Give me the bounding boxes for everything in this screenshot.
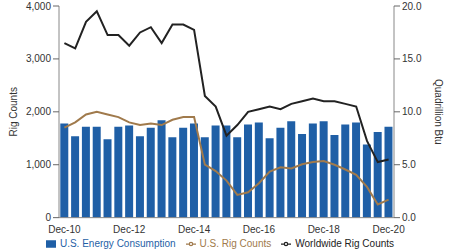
svg-text:Rig Counts: Rig Counts: [8, 87, 19, 136]
svg-text:4,000: 4,000: [26, 1, 51, 12]
svg-text:Dec-16: Dec-16: [243, 224, 276, 235]
svg-text:15.0: 15.0: [402, 53, 422, 64]
svg-text:5.0: 5.0: [402, 159, 416, 170]
svg-text:Dec-12: Dec-12: [113, 224, 146, 235]
svg-text:Dec-18: Dec-18: [308, 224, 341, 235]
svg-text:20.0: 20.0: [402, 1, 422, 12]
svg-text:3,000: 3,000: [26, 53, 51, 64]
svg-text:10.0: 10.0: [402, 106, 422, 117]
svg-text:Dec-14: Dec-14: [178, 224, 211, 235]
svg-text:0: 0: [45, 212, 51, 223]
html-text:Worldwide Rig Counts: Worldwide Rig Counts: [295, 237, 394, 249]
svg-text:1,000: 1,000: [26, 159, 51, 170]
svg-text:2,000: 2,000: [26, 106, 51, 117]
svg-text:Dec-20: Dec-20: [372, 224, 405, 235]
html-text:U.S. Rig Counts: U.S. Rig Counts: [199, 237, 272, 249]
svg-text:Dec-10: Dec-10: [48, 224, 81, 235]
svg-text:Quadrillion Btu: Quadrillion Btu: [433, 79, 442, 145]
svg-text:0.0: 0.0: [402, 212, 416, 223]
html-text:U.S. Energy Consumption: U.S. Energy Consumption: [60, 237, 176, 249]
